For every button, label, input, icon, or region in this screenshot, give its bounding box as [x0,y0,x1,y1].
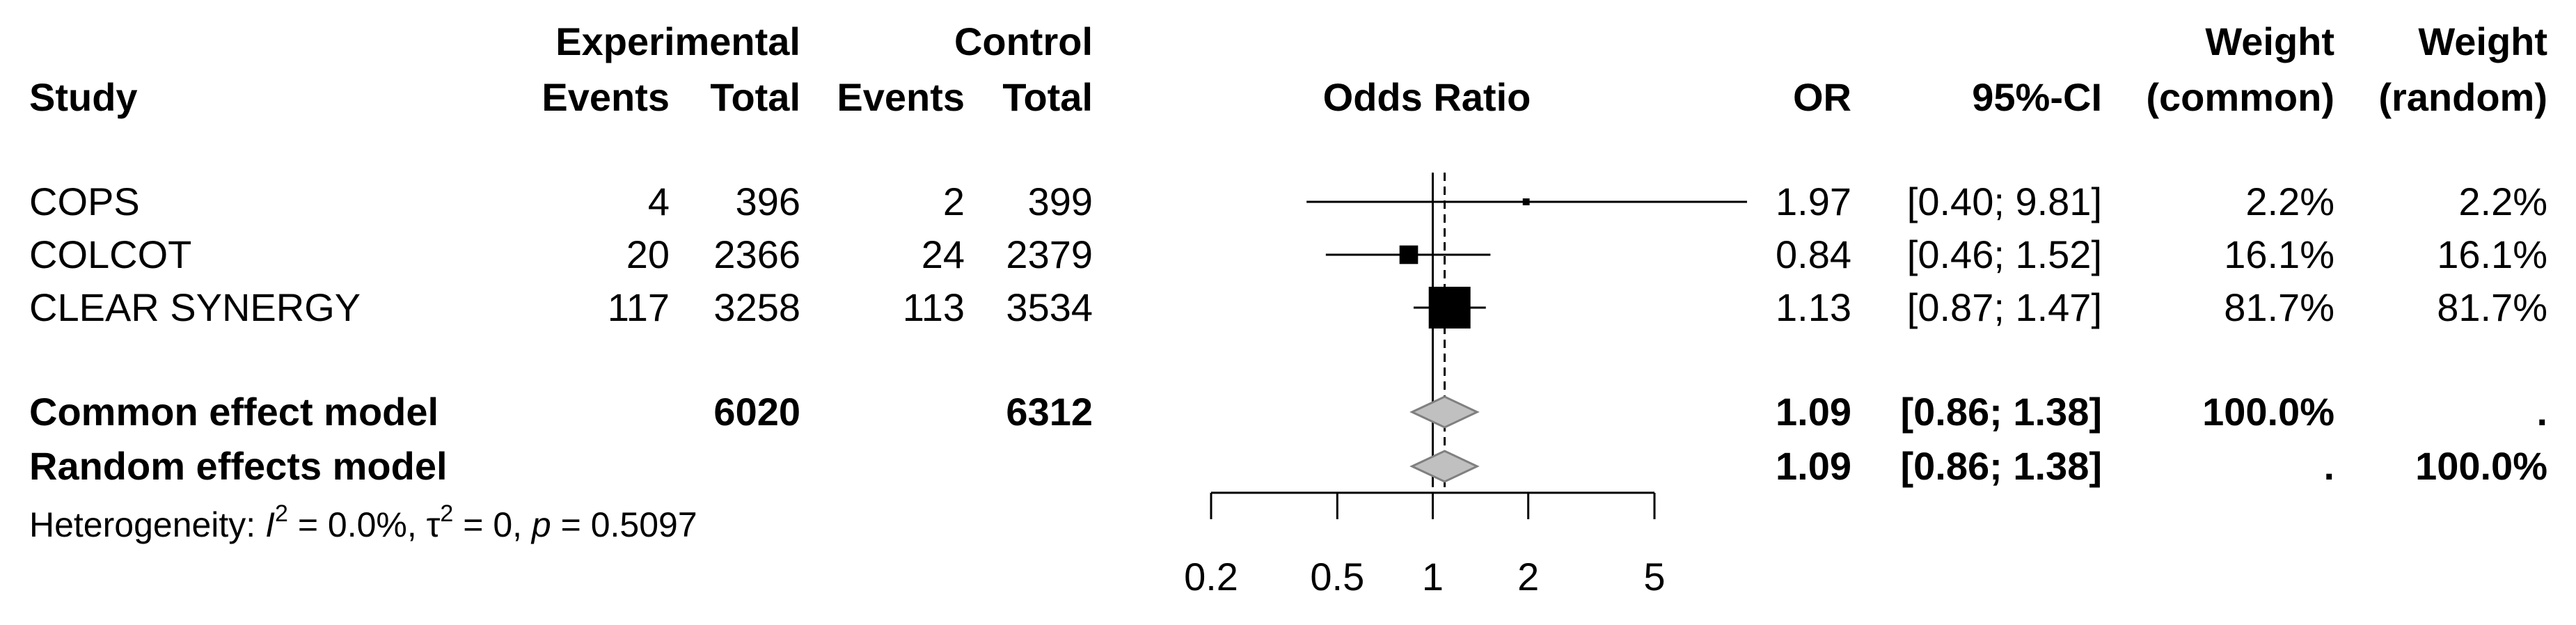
study-name: COPS [29,180,140,223]
exp-events: 117 [607,285,670,329]
or-value: 1.13 [1776,285,1851,329]
ctrl-total: 3534 [1006,285,1093,329]
ctrl-events: 24 [921,232,965,276]
x-tick-label: 5 [1643,555,1665,599]
x-tick-label: 1 [1422,555,1444,599]
ctrl-events: 2 [942,180,965,223]
or-value: 1.97 [1776,180,1851,223]
ci-value: [0.40; 9.81] [1906,180,2102,223]
header-control: Control [954,19,1093,63]
x-tick-label: 0.2 [1184,555,1238,599]
header-study: Study [29,75,138,119]
header-random: (random) [2378,75,2547,119]
weight-random: 16.1% [2437,232,2547,276]
exp-events: 4 [647,180,670,223]
or-value: 1.09 [1776,444,1851,488]
header-ctrl-events: Events [837,75,965,119]
weight-common: 100.0% [2202,390,2334,434]
study-marker [1522,198,1530,205]
het-p-symbol: p [531,505,551,544]
pooled-name: Random effects model [29,444,448,488]
heterogeneity-text: Heterogeneity: I2 = 0.0%, τ2 = 0, p = 0.… [29,500,697,547]
weight-random: 81.7% [2437,285,2547,329]
x-tick-label: 0.5 [1310,555,1364,599]
study-name: COLCOT [29,232,192,276]
header-odds-ratio: Odds Ratio [1322,75,1531,119]
header-exp-total: Total [710,75,800,119]
weight-common: 81.7% [2224,285,2334,329]
ci-value: [0.86; 1.38] [1900,444,2103,488]
ci-value: [0.46; 1.52] [1906,232,2102,276]
het-tau-symbol: τ [426,505,441,544]
weight-common: . [2323,444,2334,488]
study-marker [1399,245,1419,264]
pooled-name: Common effect model [29,390,439,434]
exp-total: 3258 [713,285,800,329]
het-i2-value: = 0.0%, [287,505,427,544]
het-prefix: Heterogeneity: [29,505,266,544]
ci-value: [0.87; 1.47] [1906,285,2102,329]
weight-random: 100.0% [2415,444,2547,488]
weight-common: 2.2% [2245,180,2334,223]
header-ctrl-total: Total [1002,75,1093,119]
study-name: CLEAR SYNERGY [29,285,361,329]
ctrl-events: 113 [902,285,965,329]
header-experimental: Experimental [555,19,800,63]
het-i2-symbol: I [265,505,275,544]
het-tau-sup: 2 [440,500,454,528]
weight-random: . [2536,390,2547,434]
ctrl-total: 6312 [1006,390,1093,434]
or-value: 1.09 [1776,390,1851,434]
weight-common: 16.1% [2224,232,2334,276]
exp-total: 2366 [713,232,800,276]
header-or: OR [1793,75,1851,119]
pooled-diamond [1409,450,1480,483]
study-marker [1428,287,1471,329]
exp-total: 6020 [713,390,800,434]
x-tick-label: 2 [1517,555,1539,599]
header-ci: 95%-CI [1972,75,2102,119]
ci-value: [0.86; 1.38] [1900,390,2103,434]
pooled-diamond [1409,395,1480,429]
het-i2-sup: 2 [275,500,288,528]
het-p-value: = 0.5097 [551,505,697,544]
or-value: 0.84 [1776,232,1851,276]
header-weight-common: Weight [2205,19,2334,63]
exp-total: 396 [735,180,800,223]
weight-random: 2.2% [2458,180,2547,223]
het-tau-value: = 0, [453,505,532,544]
header-common: (common) [2146,75,2334,119]
ctrl-total: 399 [1027,180,1093,223]
ctrl-total: 2379 [1006,232,1093,276]
header-exp-events: Events [542,75,670,119]
header-weight-random: Weight [2418,19,2547,63]
exp-events: 20 [626,232,670,276]
